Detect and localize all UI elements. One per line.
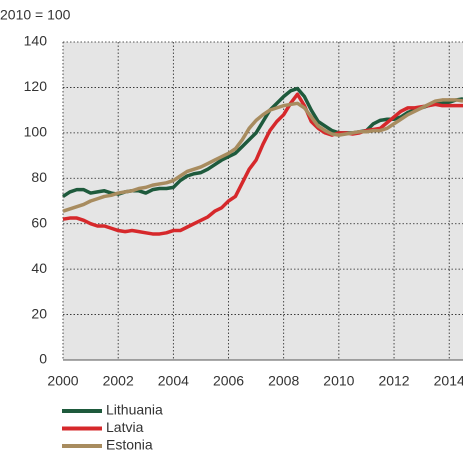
x-tick-label: 2004 <box>158 373 189 389</box>
legend-label: Estonia <box>106 437 153 453</box>
legend-label: Latvia <box>106 419 144 435</box>
y-tick-label: 140 <box>24 33 48 49</box>
series-line <box>62 98 463 213</box>
x-tick-label: 2010 <box>323 373 354 389</box>
y-tick-label: 120 <box>24 78 48 94</box>
x-tick-label: 2008 <box>268 373 299 389</box>
x-tick-label: 2000 <box>47 373 78 389</box>
x-tick-label: 2014 <box>434 373 463 389</box>
series-line <box>62 92 463 236</box>
y-tick-label: 100 <box>24 124 48 140</box>
y-tick-label: 0 <box>39 351 47 367</box>
chart-title: 2010 = 100 <box>0 7 71 23</box>
y-tick-label: 60 <box>31 214 47 230</box>
y-tick-label: 80 <box>31 169 47 185</box>
y-tick-label: 40 <box>31 260 47 276</box>
legend-label: Lithuania <box>106 402 163 418</box>
x-tick-label: 2012 <box>378 373 409 389</box>
x-tick-label: 2006 <box>213 373 244 389</box>
y-tick-label: 20 <box>31 305 47 321</box>
plot-area <box>63 42 463 360</box>
x-tick-label: 2002 <box>103 373 134 389</box>
